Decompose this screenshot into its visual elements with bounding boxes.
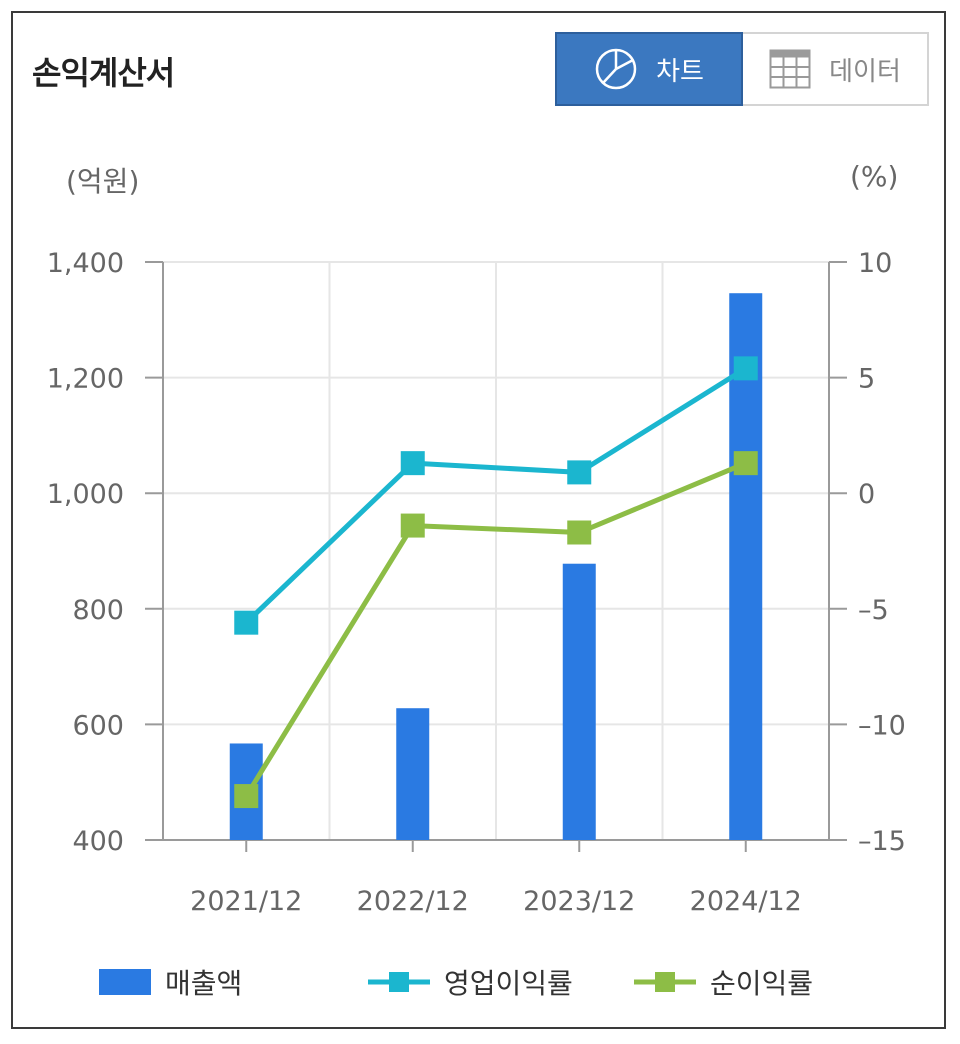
x-tick-label: 2021/12: [190, 886, 302, 917]
left-tick-label: 1,400: [47, 248, 124, 279]
net-margin-point: [400, 513, 425, 538]
net-margin-line: [244, 460, 747, 798]
chart-tab-label: 차트: [656, 56, 704, 87]
operating-margin-point: [567, 460, 592, 485]
revenue-bar: [396, 708, 430, 840]
right-tick-label: –10: [858, 710, 906, 741]
legend-line-swatch-net: [634, 972, 696, 992]
right-tick-label: –5: [858, 595, 889, 626]
net-margin-point: [567, 520, 592, 545]
right-tick-label: –15: [858, 826, 906, 857]
legend-item-operating-margin[interactable]: 영업이익률: [368, 962, 573, 1002]
right-tick-label: 10: [858, 248, 892, 279]
legend-item-revenue[interactable]: 매출액: [99, 962, 242, 1002]
income-statement-panel: [11, 11, 946, 1029]
operating-margin-point: [400, 451, 425, 476]
left-tick-label: 600: [72, 710, 124, 741]
legend-bar-swatch: [99, 969, 151, 995]
x-tick-label: 2023/12: [523, 886, 635, 917]
x-tick-label: 2024/12: [690, 886, 802, 917]
revenue-bar: [729, 293, 763, 840]
table-grid-icon: [769, 49, 811, 89]
legend-item-net-margin[interactable]: 순이익률: [634, 962, 813, 1002]
left-tick-label: 400: [72, 826, 124, 857]
right-tick-label: 5: [858, 364, 875, 395]
revenue-bar: [562, 563, 596, 840]
data-tab-button[interactable]: 데이터: [743, 32, 929, 106]
right-axis-unit: (%): [850, 160, 899, 193]
chart-tab-button[interactable]: 차트: [555, 32, 743, 106]
pie-chart-icon: [595, 48, 637, 90]
data-tab-label: 데이터: [829, 56, 901, 87]
net-margin-point: [733, 451, 758, 476]
left-tick-label: 800: [72, 595, 124, 626]
panel-title: 손익계산서: [32, 54, 175, 92]
left-tick-label: 1,200: [47, 364, 124, 395]
operating-margin-point: [234, 610, 259, 635]
right-tick-label: 0: [858, 479, 875, 510]
net-margin-point: [234, 784, 259, 809]
operating-margin-line: [244, 366, 748, 625]
legend-label-operating-margin: 영업이익률: [444, 967, 573, 1000]
legend-line-swatch-operating: [368, 972, 430, 992]
left-tick-label: 1,000: [47, 479, 124, 510]
left-axis-unit: (억원): [66, 165, 140, 198]
x-tick-label: 2022/12: [357, 886, 469, 917]
legend-label-net-margin: 순이익률: [710, 967, 814, 1000]
view-toggle: 차트 데이터: [555, 32, 929, 106]
operating-margin-point: [733, 356, 758, 381]
legend-label-revenue: 매출액: [165, 967, 243, 1000]
